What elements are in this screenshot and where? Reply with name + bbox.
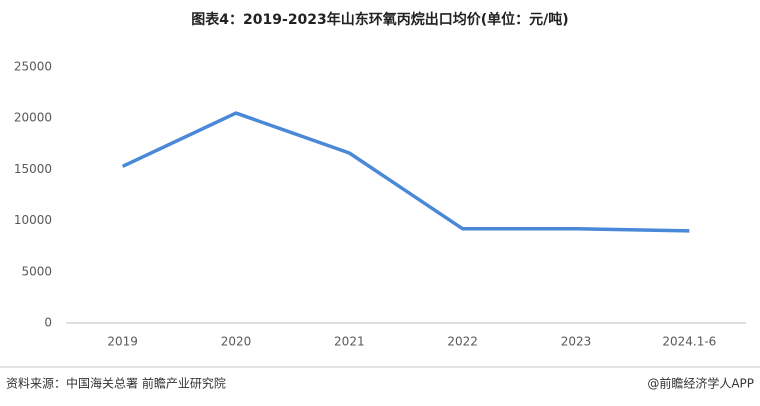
line-series: [121, 111, 690, 233]
y-tick-label: 0: [44, 316, 52, 330]
chart-title: 图表4：2019-2023年山东环氧丙烷出口均价(单位：元/吨): [191, 11, 568, 28]
y-tick-label: 5000: [21, 264, 52, 278]
y-tick-label: 15000: [14, 162, 52, 176]
source: 资料来源：中国海关总署 前瞻产业研究院: [6, 376, 226, 391]
x-tick-label: 2024.1-6: [662, 335, 716, 349]
x-tick-label: 2020: [221, 335, 252, 349]
x-tick-label: 2023: [561, 335, 592, 349]
y-tick-label: 25000: [14, 60, 52, 74]
x-tick-label: 2019: [107, 335, 138, 349]
y-tick-label: 10000: [14, 213, 52, 227]
credit: @前瞻经济学人APP: [647, 376, 754, 391]
x-tick-label: 2022: [447, 335, 478, 349]
x-tick-label: 2021: [334, 335, 365, 349]
y-tick-label: 20000: [14, 111, 52, 125]
